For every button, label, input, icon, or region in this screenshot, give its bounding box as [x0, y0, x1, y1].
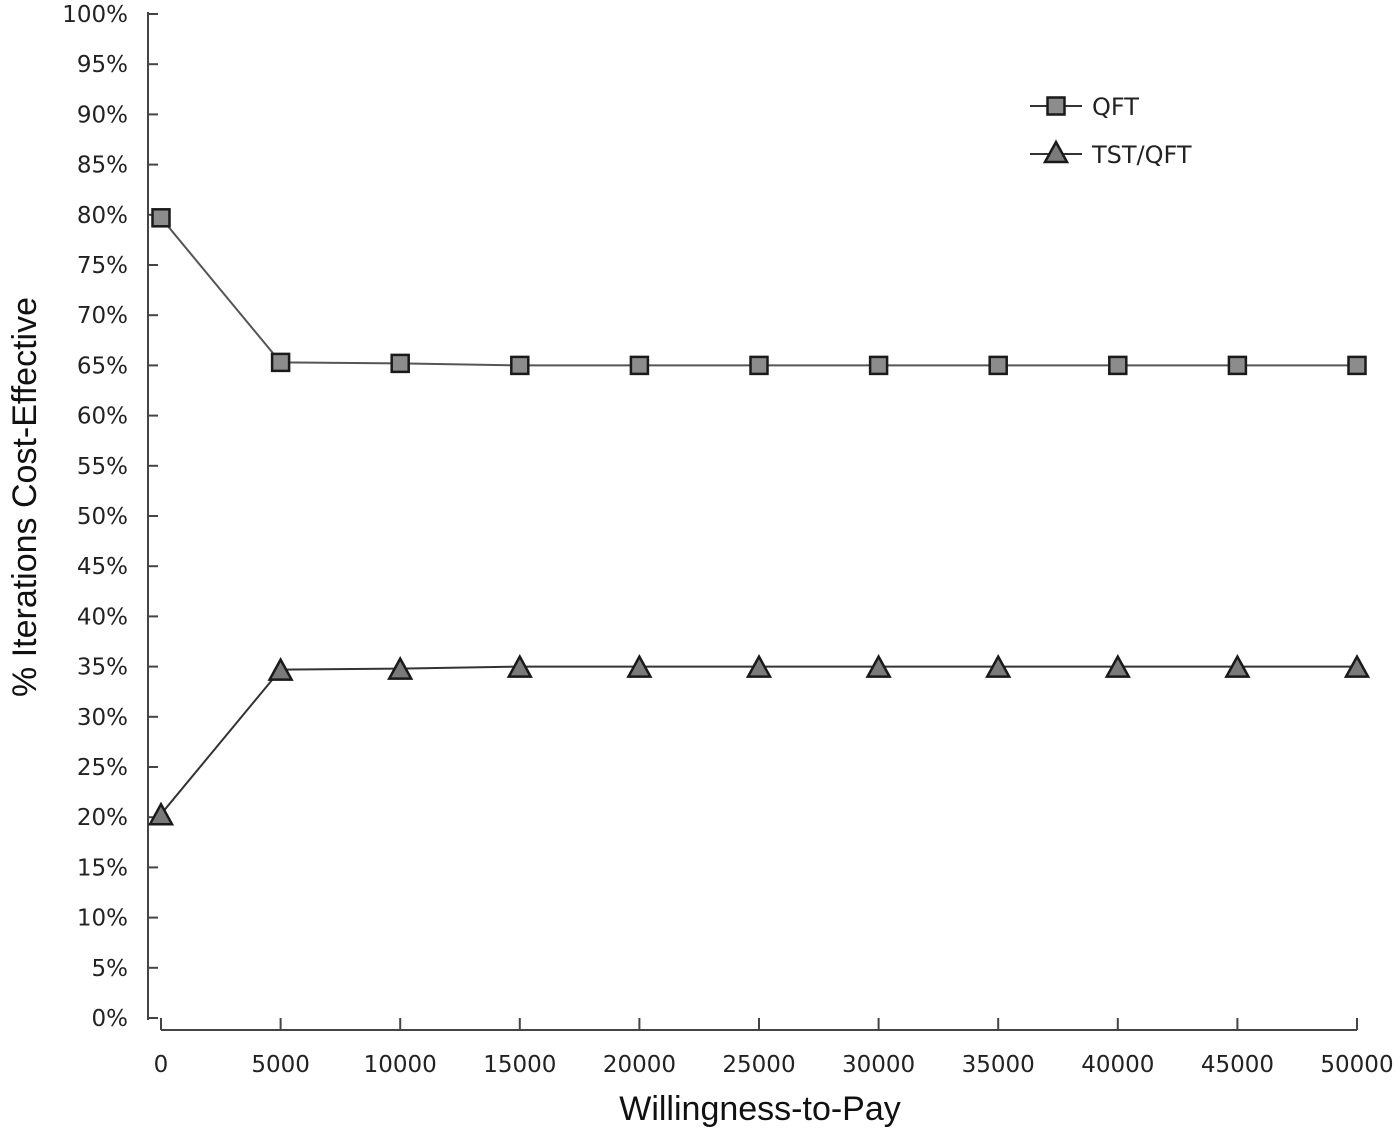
- series-tst-qft: [147, 654, 1371, 826]
- data-point: [749, 355, 769, 376]
- data-point: [985, 654, 1012, 678]
- y-tick-label: 95%: [77, 52, 128, 78]
- data-point: [387, 656, 414, 680]
- data-point: [868, 355, 889, 376]
- x-tick-label: 25000: [722, 1052, 795, 1078]
- x-tick-label: 35000: [962, 1052, 1035, 1078]
- x-tick-label: 30000: [842, 1052, 915, 1078]
- data-point: [1108, 355, 1128, 376]
- data-point: [390, 353, 410, 374]
- y-tick-label: 40%: [77, 604, 128, 630]
- x-axis: 0 5000 10000 15000 20000 25000 30000 35000 40000…: [154, 1018, 1394, 1078]
- y-axis-title: % Iterations Cost-Effective: [6, 297, 44, 697]
- data-point: [1227, 355, 1248, 376]
- legend-label: TST/QFT: [1091, 141, 1192, 169]
- y-tick-label: 90%: [77, 102, 128, 128]
- y-tick-label: 55%: [77, 454, 128, 480]
- data-point: [506, 654, 533, 678]
- y-tick-label: 60%: [77, 404, 128, 430]
- y-tick-label: 5%: [92, 956, 129, 982]
- data-point: [270, 352, 291, 373]
- y-axis: 0% 5% 10% 15% 20% 25% 30% 35% 40% 45% 50% 55% 60% 65%…: [62, 2, 158, 1032]
- y-tick-label: 70%: [77, 303, 128, 329]
- x-tick-label: 40000: [1081, 1052, 1154, 1078]
- data-point: [1347, 355, 1367, 376]
- y-tick-label: 50%: [77, 504, 128, 530]
- legend-item: TST/QFT: [1030, 139, 1192, 169]
- x-axis-title: Willingness-to-Pay: [619, 1090, 901, 1128]
- y-tick-label: 45%: [77, 554, 128, 580]
- y-tick-label: 0%: [92, 1006, 129, 1032]
- x-tick-label: 45000: [1201, 1052, 1274, 1078]
- data-point: [510, 355, 530, 376]
- data-point: [267, 657, 294, 681]
- series-line: [160, 665, 1357, 815]
- y-tick-label: 75%: [77, 253, 128, 279]
- y-tick-label: 15%: [77, 855, 128, 881]
- x-tick-label: 10000: [364, 1052, 437, 1078]
- series-line: [160, 217, 1357, 367]
- series-qft: [151, 208, 1367, 376]
- data-point: [1224, 654, 1251, 678]
- y-tick-label: 35%: [77, 655, 128, 681]
- y-tick-label: 20%: [77, 805, 128, 831]
- legend-label: QFT: [1092, 93, 1139, 121]
- y-tick-label: 100%: [62, 2, 128, 28]
- data-point: [626, 654, 653, 678]
- data-point: [1104, 654, 1131, 678]
- data-point: [1343, 654, 1371, 678]
- y-tick-label: 65%: [77, 353, 128, 379]
- legend-marker: [1046, 96, 1066, 116]
- data-point: [865, 654, 892, 678]
- x-tick-label: 5000: [251, 1052, 310, 1078]
- y-tick-label: 10%: [77, 906, 128, 932]
- data-point: [147, 801, 175, 826]
- series-layer: [147, 208, 1371, 826]
- legend-marker: [1042, 139, 1070, 164]
- y-tick-label: 25%: [77, 755, 128, 781]
- y-tick-label: 30%: [77, 705, 128, 731]
- x-tick-label: 15000: [483, 1052, 556, 1078]
- data-point: [151, 208, 171, 228]
- y-tick-label: 80%: [77, 203, 128, 229]
- y-tick-label: 85%: [77, 153, 128, 179]
- legend: QFT TST/QFT: [1030, 93, 1192, 169]
- data-point: [988, 355, 1008, 376]
- x-tick-label: 0: [154, 1052, 169, 1078]
- data-point: [629, 355, 650, 376]
- legend-item: QFT: [1030, 93, 1139, 121]
- data-point: [745, 654, 773, 678]
- x-tick-label: 20000: [603, 1052, 676, 1078]
- x-tick-label: 50000: [1320, 1052, 1393, 1078]
